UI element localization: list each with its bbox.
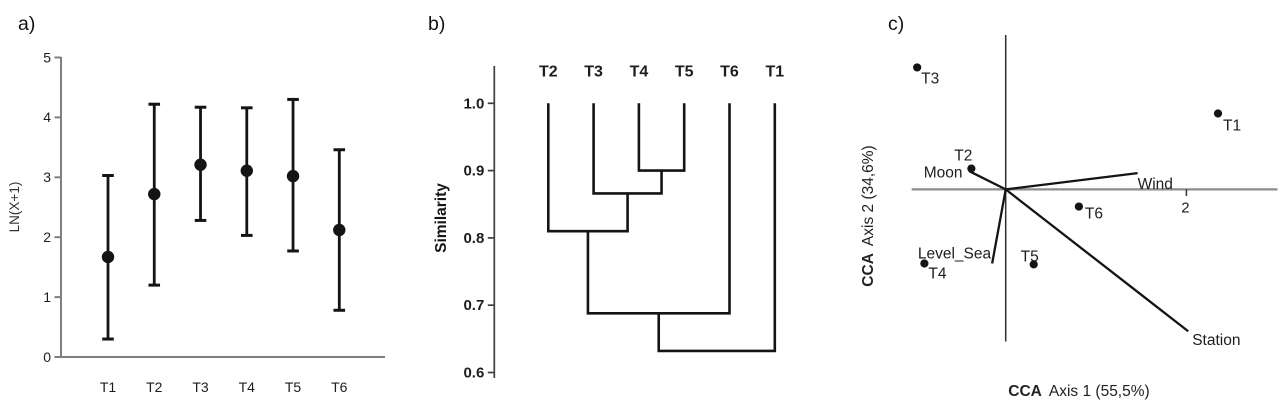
cca-point-label-T6: T6 bbox=[1085, 206, 1103, 223]
errorbar-T6 bbox=[333, 148, 346, 312]
cca-point-label-T1: T1 bbox=[1223, 118, 1241, 135]
mean-point-T6 bbox=[333, 223, 346, 237]
panel-c-y-axis-label-bold: CCA bbox=[860, 253, 877, 287]
dendrogram-link-1 bbox=[592, 103, 663, 195]
cca-vector-Level_Sea bbox=[991, 189, 1007, 264]
panel-c-x-tick-label-2: 2 bbox=[1181, 199, 1189, 216]
mean-point-T2 bbox=[148, 187, 161, 201]
errorbar-T3 bbox=[194, 105, 207, 222]
panel-a-errorbar-chart: a) LN(X+1) 0 1 2 3 4 5 T1 T2 T3 T4 T5 T6 bbox=[7, 13, 385, 395]
dendrogram-leaf-label-T6: T6 bbox=[720, 64, 739, 81]
cca-vector-label-Moon: Moon bbox=[924, 164, 963, 181]
cca-vector-Station bbox=[1004, 188, 1189, 333]
panel-a-y-tick-label-2: 2 bbox=[43, 229, 51, 245]
mean-point-T4 bbox=[240, 164, 253, 177]
cca-point-T2 bbox=[967, 164, 976, 173]
panel-c-plot-area: 2 Wind Moon Level_Sea Station T3 T1 T2 T6 T5 T4 bbox=[911, 35, 1278, 349]
panel-a-x-category-label-T4: T4 bbox=[239, 379, 256, 395]
cca-vector-label-Level_Sea: Level_Sea bbox=[918, 245, 992, 262]
panel-b-dendrogram-chart: b) Similarity 1.0 0.9 0.8 0.7 0.6 T2 T3 T4 T5 T6 T… bbox=[428, 13, 784, 382]
panel-b-y-tick-label-0.9: 0.9 bbox=[463, 163, 484, 180]
panel-a-plot-area: 0 1 2 3 4 5 T1 T2 T3 T4 T5 T6 bbox=[43, 49, 385, 395]
panel-c-letter: c) bbox=[888, 13, 904, 35]
dendrogram-leaf-label-T3: T3 bbox=[584, 64, 603, 81]
dendrogram-link-0 bbox=[637, 103, 686, 172]
dendrogram-leaf-label-T4: T4 bbox=[630, 64, 649, 81]
panel-b-letter: b) bbox=[428, 13, 445, 35]
panel-a-y-axis-label: LN(X+1) bbox=[7, 182, 22, 233]
cca-point-label-T2: T2 bbox=[954, 148, 972, 165]
errorbar-T1 bbox=[101, 174, 115, 341]
panel-a-letter: a) bbox=[18, 13, 35, 35]
panel-b-y-tick-label-0.6: 0.6 bbox=[463, 365, 484, 382]
panel-a-y-tick-label-3: 3 bbox=[43, 169, 51, 185]
panel-a-y-tick-label-0: 0 bbox=[43, 349, 51, 365]
panel-a-x-category-label-T1: T1 bbox=[100, 379, 117, 395]
cca-vector-label-Wind: Wind bbox=[1138, 176, 1173, 193]
cca-point-T6 bbox=[1074, 202, 1083, 211]
panel-c-x-axis-label-bold: CCA bbox=[1008, 383, 1042, 400]
cca-point-T3 bbox=[913, 63, 922, 72]
panel-a-y-tick-label-1: 1 bbox=[43, 289, 51, 305]
errorbar-T2 bbox=[148, 102, 161, 287]
panel-c-x-axis-label: CCA Axis 1 (55,5%) bbox=[1008, 383, 1149, 400]
panel-a-x-category-label-T2: T2 bbox=[146, 379, 163, 395]
dendrogram-leaf-label-T2: T2 bbox=[539, 64, 558, 81]
panel-b-y-tick-label-0.7: 0.7 bbox=[463, 297, 484, 314]
panel-c-x-axis-label-rest: Axis 1 (55,5%) bbox=[1049, 383, 1150, 400]
panel-b-plot-area: 1.0 0.9 0.8 0.7 0.6 T2 T3 T4 T5 T6 T1 bbox=[463, 64, 784, 382]
errorbar-T5 bbox=[286, 97, 300, 253]
cca-point-T4 bbox=[920, 259, 929, 268]
cca-point-T1 bbox=[1213, 109, 1223, 118]
cca-vector-Wind bbox=[1005, 171, 1138, 191]
panel-b-y-axis-label: Similarity bbox=[433, 183, 450, 253]
panel-b-y-tick-label-0.8: 0.8 bbox=[463, 230, 484, 247]
mean-point-T3 bbox=[194, 158, 207, 171]
panel-c-y-axis-label: CCA Axis 2 (34,6%) bbox=[860, 145, 877, 286]
cca-vector-Moon bbox=[969, 170, 1007, 191]
dendrogram-link-3 bbox=[586, 103, 731, 315]
panel-a-x-category-label-T5: T5 bbox=[285, 379, 302, 395]
panel-a-x-category-label-T3: T3 bbox=[192, 379, 209, 395]
cca-point-label-T4: T4 bbox=[928, 265, 946, 282]
dendrogram-leaf-label-T5: T5 bbox=[675, 64, 694, 81]
panel-a-x-category-label-T6: T6 bbox=[331, 379, 348, 395]
dendrogram-link-2 bbox=[547, 103, 629, 233]
errorbar-T4 bbox=[240, 106, 253, 237]
cca-point-label-T5: T5 bbox=[1021, 248, 1039, 265]
mean-point-T1 bbox=[101, 250, 115, 264]
dendrogram-link-4 bbox=[657, 103, 777, 353]
panel-c-y-axis-label-rest: Axis 2 (34,6%) bbox=[860, 145, 877, 246]
panel-c-cca-biplot: c) CCA Axis 1 (55,5%) CCA Axis 2 (34,6%) 2… bbox=[860, 13, 1278, 400]
mean-point-T5 bbox=[286, 169, 300, 183]
panel-a-y-tick-label-5: 5 bbox=[43, 49, 51, 65]
cca-point-label-T3: T3 bbox=[921, 70, 939, 87]
cca-vector-label-Station: Station bbox=[1192, 332, 1240, 349]
panel-a-y-tick-label-4: 4 bbox=[43, 109, 51, 125]
dendrogram-leaf-label-T1: T1 bbox=[765, 64, 784, 81]
panel-b-y-tick-label-1.0: 1.0 bbox=[463, 95, 484, 112]
cca-point-T5 bbox=[1029, 260, 1038, 269]
